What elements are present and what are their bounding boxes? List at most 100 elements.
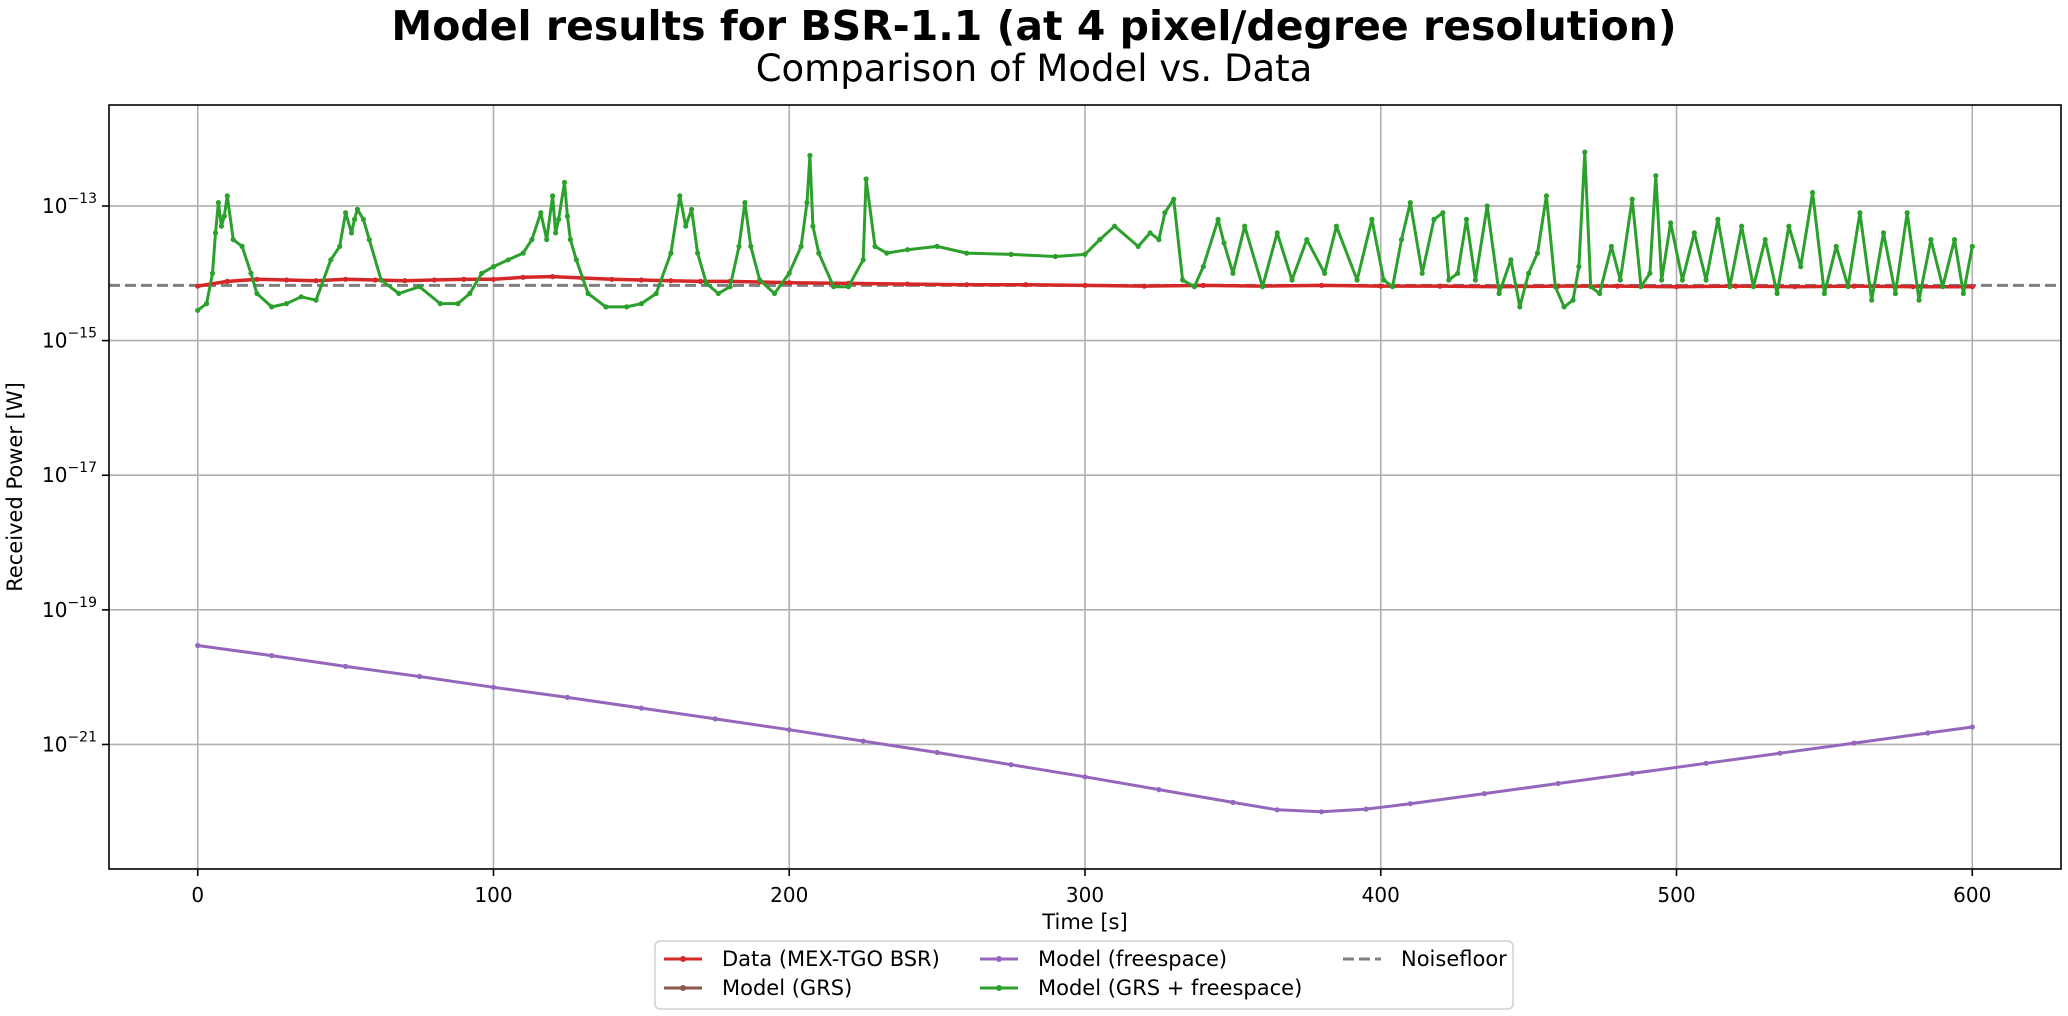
data-point-model-grs-freespace xyxy=(378,277,384,283)
legend-item-model-grs-freespace: Model (GRS + freespace) xyxy=(980,976,1302,1000)
data-point-model-grs-freespace xyxy=(1857,210,1863,216)
y-axis-label: Received Power [W] xyxy=(3,382,27,592)
data-point-model-freespace xyxy=(1925,730,1931,736)
data-point-model-grs-freespace xyxy=(1960,290,1966,297)
legend-label: Model (GRS) xyxy=(722,976,852,1000)
legend-label: Data (MEX-TGO BSR) xyxy=(722,947,940,971)
data-point-model-grs-freespace xyxy=(328,257,334,263)
data-point-model-grs-freespace xyxy=(1180,277,1186,283)
data-point-model-freespace xyxy=(1008,762,1014,768)
y-tick-base: 10 xyxy=(42,598,67,622)
data-point-data-mex-tgo-bsr xyxy=(1851,283,1857,289)
data-point-model-grs-freespace xyxy=(1534,250,1541,256)
legend-marker xyxy=(680,956,686,962)
data-point-model-grs-freespace xyxy=(1561,304,1567,310)
data-point-data-mex-tgo-bsr xyxy=(1733,283,1739,289)
data-point-model-grs-freespace xyxy=(1679,277,1685,283)
legend-item-noisefloor: Noisefloor xyxy=(1343,947,1507,971)
data-point-model-grs-freespace xyxy=(816,250,822,256)
data-point-model-grs-freespace xyxy=(544,237,550,243)
data-point-model-grs-freespace xyxy=(1774,290,1780,297)
data-point-model-grs-freespace xyxy=(964,250,970,256)
data-point-model-freespace xyxy=(1777,750,1783,756)
legend-frame xyxy=(654,940,1514,1010)
legend-marker xyxy=(996,985,1002,991)
data-point-model-grs-freespace xyxy=(1440,210,1446,216)
data-point-data-mex-tgo-bsr xyxy=(520,274,526,280)
data-point-model-freespace xyxy=(416,673,423,680)
data-point-model-freespace xyxy=(1969,724,1975,730)
data-point-data-mex-tgo-bsr xyxy=(1673,284,1680,290)
data-point-model-freespace xyxy=(1703,760,1709,766)
data-point-model-freespace xyxy=(564,694,571,701)
x-tick-label: 0 xyxy=(191,883,204,907)
data-point-model-grs-freespace xyxy=(1647,270,1653,276)
data-point-model-grs-freespace xyxy=(1390,284,1396,290)
plot-area xyxy=(109,149,2061,815)
data-point-model-grs-freespace xyxy=(1576,264,1582,270)
data-point-model-grs-freespace xyxy=(455,301,461,307)
data-point-model-grs-freespace xyxy=(416,284,423,290)
y-tick-label: 10−13 xyxy=(42,191,97,218)
data-point-model-grs-freespace xyxy=(556,216,562,222)
data-point-model-grs-freespace xyxy=(351,216,358,222)
y-tick-exponent: −19 xyxy=(67,595,97,611)
data-point-model-grs-freespace xyxy=(467,290,473,297)
data-point-model-grs-freespace xyxy=(1786,223,1792,229)
data-point-model-grs-freespace xyxy=(269,304,275,310)
data-point-model-grs-freespace xyxy=(904,247,911,253)
data-point-model-grs-freespace xyxy=(845,284,852,290)
legend-marker xyxy=(996,956,1002,962)
data-point-model-grs-freespace xyxy=(212,230,219,236)
data-point-model-grs-freespace xyxy=(221,213,227,219)
data-point-model-freespace xyxy=(1319,809,1325,815)
data-point-model-freespace xyxy=(712,716,718,722)
data-point-model-freespace xyxy=(860,738,866,744)
data-point-model-grs-freespace xyxy=(1821,290,1827,297)
x-tick-label: 100 xyxy=(474,883,512,907)
y-tick-base: 10 xyxy=(42,329,67,353)
legend-marker xyxy=(680,985,686,991)
data-point-model-grs-freespace xyxy=(573,257,579,263)
data-point-data-mex-tgo-bsr xyxy=(224,278,230,284)
data-point-model-grs-freespace xyxy=(564,213,571,219)
data-point-model-grs-freespace xyxy=(668,250,674,256)
data-point-model-grs-freespace xyxy=(715,290,721,297)
data-point-model-grs-freespace xyxy=(736,243,742,249)
data-point-model-grs-freespace xyxy=(1333,223,1339,229)
series-layer xyxy=(109,149,2061,815)
data-point-model-grs-freespace xyxy=(1156,237,1162,243)
data-point-model-grs-freespace xyxy=(1552,284,1558,290)
data-point-model-grs-freespace xyxy=(354,206,360,212)
data-point-data-mex-tgo-bsr xyxy=(195,283,201,289)
y-tick-exponent: −17 xyxy=(67,460,97,476)
data-point-data-mex-tgo-bsr xyxy=(283,277,290,283)
y-tick-base: 10 xyxy=(42,194,67,218)
data-point-model-grs-freespace xyxy=(218,223,224,229)
data-point-model-grs-freespace xyxy=(1398,237,1405,243)
data-point-model-grs-freespace xyxy=(603,304,609,310)
data-point-model-grs-freespace xyxy=(1617,277,1623,283)
x-tick-label: 300 xyxy=(1066,883,1104,907)
data-point-model-grs-freespace xyxy=(1369,216,1375,222)
y-tick-label: 10−19 xyxy=(42,595,97,622)
data-point-model-grs-freespace xyxy=(550,193,556,199)
data-point-model-grs-freespace xyxy=(934,243,940,249)
data-point-data-mex-tgo-bsr xyxy=(904,281,911,287)
data-point-model-grs-freespace xyxy=(1570,297,1576,303)
legend-item-data-mex-tgo-bsr: Data (MEX-TGO BSR) xyxy=(664,947,940,971)
data-point-model-grs-freespace xyxy=(1508,257,1514,263)
data-point-data-mex-tgo-bsr xyxy=(964,282,970,288)
data-point-model-grs-freespace xyxy=(1304,237,1310,243)
data-point-model-grs-freespace xyxy=(1597,290,1603,297)
data-point-model-grs-freespace xyxy=(1354,277,1360,283)
data-point-model-grs-freespace xyxy=(1916,297,1922,303)
data-point-model-grs-freespace xyxy=(1727,284,1733,290)
data-point-model-grs-freespace xyxy=(479,270,485,276)
data-point-model-grs-freespace xyxy=(195,307,201,313)
data-point-model-grs-freespace xyxy=(1496,290,1502,297)
data-point-model-grs-freespace xyxy=(1162,210,1168,216)
legend-label: Noisefloor xyxy=(1401,947,1507,971)
y-tick-label: 10−17 xyxy=(42,460,97,487)
